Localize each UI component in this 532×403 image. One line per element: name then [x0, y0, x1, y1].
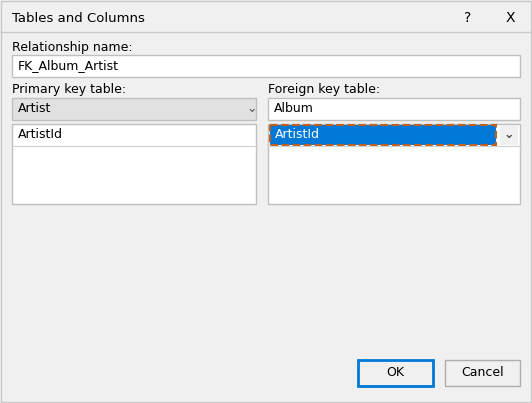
Text: ⌄: ⌄: [504, 129, 514, 141]
Bar: [12, 55, 520, 77]
Bar: [268, 124, 520, 204]
Bar: [12, 98, 256, 120]
Text: ArtistId: ArtistId: [275, 129, 320, 141]
Bar: [358, 360, 433, 386]
Text: Relationship name:: Relationship name:: [12, 40, 132, 54]
Text: Foreign key table:: Foreign key table:: [268, 83, 380, 96]
Bar: [270, 125, 496, 145]
Text: Primary key table:: Primary key table:: [12, 83, 126, 96]
Text: ?: ?: [464, 11, 472, 25]
Bar: [268, 98, 520, 120]
Text: ArtistId: ArtistId: [18, 129, 63, 141]
Bar: [500, 125, 518, 145]
Text: ⌄: ⌄: [504, 129, 514, 141]
Bar: [12, 124, 256, 204]
Text: Album: Album: [274, 102, 314, 116]
Text: OK: OK: [387, 366, 404, 380]
Text: Cancel: Cancel: [461, 366, 504, 380]
Bar: [445, 360, 520, 386]
Text: Artist: Artist: [18, 102, 52, 116]
Text: ⌄: ⌄: [247, 102, 257, 116]
Text: FK_Album_Artist: FK_Album_Artist: [18, 60, 119, 73]
Text: X: X: [505, 11, 515, 25]
Text: Tables and Columns: Tables and Columns: [12, 12, 145, 25]
